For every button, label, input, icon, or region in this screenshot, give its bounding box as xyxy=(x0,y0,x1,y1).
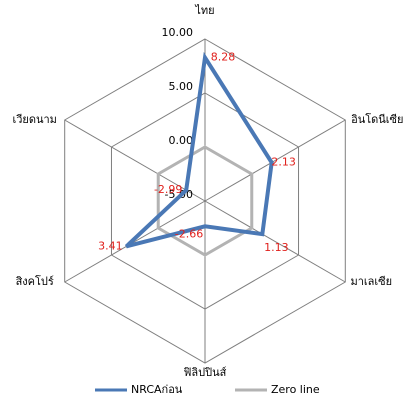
axis-label: สิงคโปร์ xyxy=(15,274,54,288)
spoke xyxy=(64,119,206,202)
axis-label: ฟิลิปปินส์ xyxy=(183,366,227,379)
axis-label: มาเลเซีย xyxy=(350,275,392,288)
tick-label: 10.00 xyxy=(162,26,194,39)
axis-label: ไทย xyxy=(194,4,214,17)
value-label: 3.41 xyxy=(98,239,123,252)
series-line xyxy=(124,51,274,249)
spoke xyxy=(64,200,206,283)
spoke xyxy=(204,119,346,202)
value-label: 2.13 xyxy=(271,155,296,168)
axis-label: อินโดนีเซีย xyxy=(351,112,404,126)
tick-label: 5.00 xyxy=(169,80,194,93)
axis-label: เวียดนาม xyxy=(12,113,56,126)
tick-label: 0.00 xyxy=(169,134,194,147)
series-line xyxy=(156,145,254,257)
spoke xyxy=(204,200,346,283)
value-label: 8.28 xyxy=(211,51,236,64)
legend-label: Zero line xyxy=(271,383,320,396)
value-label: -2.99 xyxy=(154,183,182,196)
value-label: 1.13 xyxy=(264,241,289,254)
legend-label: NRCAก่อน xyxy=(131,383,183,396)
value-label: -2.66 xyxy=(175,227,203,240)
